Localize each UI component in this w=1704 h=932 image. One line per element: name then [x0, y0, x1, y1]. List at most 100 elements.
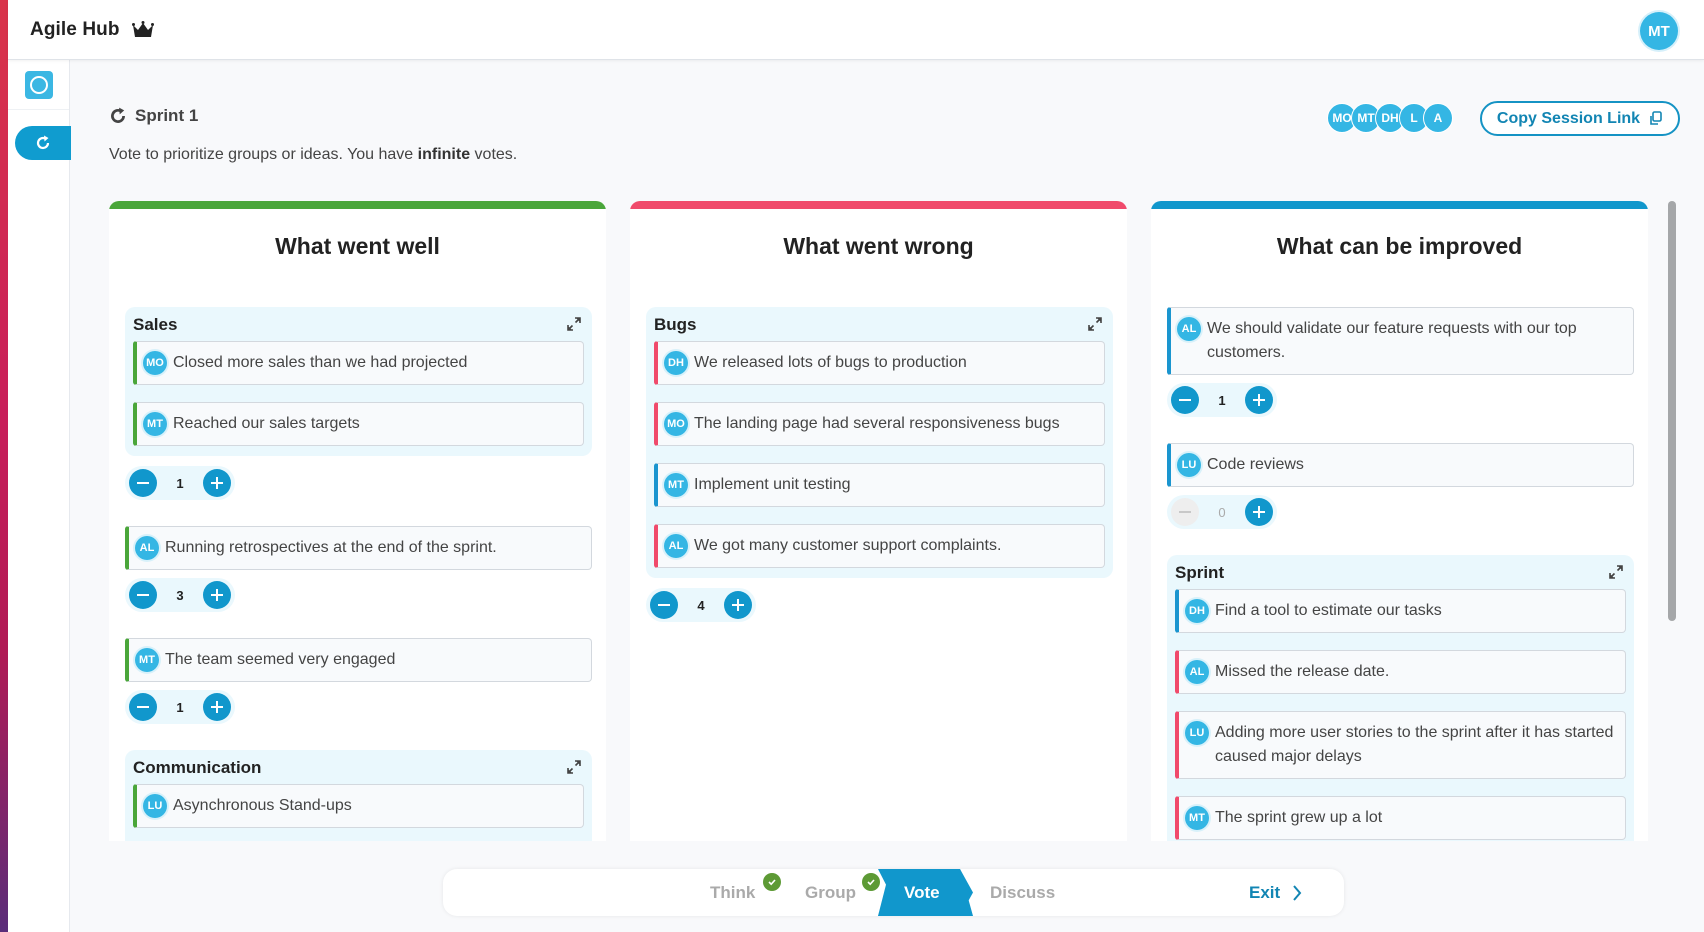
idea-text: Missed the release date. [1215, 663, 1390, 680]
author-avatar: AL [135, 536, 159, 560]
idea-card[interactable]: AL Missed the release date. [1175, 650, 1626, 694]
column-color-bar [1151, 201, 1648, 209]
column-title: What went wrong [783, 233, 974, 259]
idea-card[interactable]: AL Running retrospectives at the end of … [125, 526, 592, 570]
idea-text: Adding more user stories to the sprint a… [1215, 724, 1614, 765]
sidebar-item-retro[interactable] [15, 126, 71, 160]
chevron-right-icon [1293, 884, 1302, 901]
copy-session-link-button[interactable]: Copy Session Link [1480, 101, 1680, 136]
check-icon [862, 873, 880, 891]
remove-vote-button[interactable] [1171, 386, 1199, 414]
add-vote-button[interactable] [1245, 386, 1273, 414]
vote-stepper: 1 [1167, 383, 1277, 417]
author-avatar: AL [664, 534, 688, 558]
expand-icon[interactable] [1608, 564, 1624, 580]
author-avatar: LU [1177, 453, 1201, 477]
group-bugs[interactable]: Bugs DH We released lots of bugs to prod… [646, 307, 1113, 578]
step-vote[interactable]: Vote [904, 869, 940, 916]
idea-card[interactable]: MT The sprint grew up a lot [1175, 796, 1626, 840]
minus-icon [1179, 511, 1191, 513]
idea-card[interactable]: MT Reached our sales targets [133, 402, 584, 446]
add-vote-button[interactable] [203, 581, 231, 609]
idea-text: Find a tool to estimate our tasks [1215, 602, 1442, 619]
idea-text: We released lots of bugs to production [694, 354, 967, 371]
minus-icon [137, 594, 149, 596]
vote-stepper: 0 [1167, 495, 1277, 529]
app-title: Agile Hub [30, 18, 120, 40]
idea-text: The team seemed very engaged [165, 651, 396, 668]
idea-text: We got many customer support complaints. [694, 537, 1002, 554]
exit-button[interactable]: Exit [1249, 869, 1302, 916]
step-think[interactable]: Think [710, 869, 781, 916]
add-vote-button[interactable] [724, 591, 752, 619]
vote-count: 0 [1218, 504, 1226, 520]
expand-icon[interactable] [566, 759, 582, 775]
idea-text: The landing page had several responsiven… [694, 415, 1060, 432]
retro-board: What went well Sales MO Closed more sale… [109, 201, 1669, 841]
vote-stepper: 1 [125, 690, 235, 724]
active-step-background [878, 869, 973, 916]
idea-card[interactable]: MT The team seemed very engaged [125, 638, 592, 682]
remove-vote-button[interactable] [129, 693, 157, 721]
idea-card[interactable]: MO Closed more sales than we had project… [133, 341, 584, 385]
board-scrollbar[interactable] [1668, 201, 1676, 621]
session-title: Sprint 1 [109, 106, 198, 126]
author-avatar: AL [1177, 317, 1201, 341]
column-title: What can be improved [1276, 233, 1523, 259]
remove-vote-button[interactable] [650, 591, 678, 619]
group-sprint[interactable]: Sprint DH Find a tool to estimate our ta… [1167, 555, 1634, 841]
idea-card[interactable]: LU Code reviews [1167, 443, 1634, 487]
idea-text: Reached our sales targets [173, 415, 360, 432]
group-title: Bugs [654, 315, 697, 334]
step-discuss[interactable]: Discuss [990, 869, 1055, 916]
add-vote-button[interactable] [1245, 498, 1273, 526]
add-vote-button[interactable] [203, 469, 231, 497]
vote-count: 1 [176, 475, 184, 491]
group-title: Sprint [1175, 563, 1225, 582]
refresh-icon [36, 135, 50, 150]
group-communication[interactable]: Communication LU Asynchronous Stand-ups … [125, 750, 592, 841]
idea-card[interactable]: DH Find a tool to estimate our tasks [1175, 589, 1626, 633]
idea-text: Closed more sales than we had projected [173, 354, 468, 371]
idea-card[interactable]: MO The landing page had several responsi… [654, 402, 1105, 446]
top-bar: Agile Hub MT [8, 0, 1704, 60]
idea-text: We should validate our feature requests … [1207, 320, 1577, 361]
author-avatar: AL [1185, 660, 1209, 684]
idea-card[interactable]: MT Implement unit testing [654, 463, 1105, 507]
participant-avatar[interactable]: DH [1375, 103, 1405, 133]
idea-text: Code reviews [1207, 456, 1304, 473]
author-avatar: DH [664, 351, 688, 375]
vote-count: 1 [1218, 392, 1226, 408]
expand-icon[interactable] [566, 316, 582, 332]
add-vote-button[interactable] [203, 693, 231, 721]
remove-vote-button[interactable] [129, 581, 157, 609]
column-title: What went well [275, 233, 440, 259]
vote-count: 3 [176, 587, 184, 603]
author-avatar: LU [143, 794, 167, 818]
idea-text: Implement unit testing [694, 476, 851, 493]
step-label: Think [710, 882, 756, 902]
idea-card[interactable]: DH We released lots of bugs to productio… [654, 341, 1105, 385]
step-group[interactable]: Group [805, 869, 880, 916]
step-label: Discuss [990, 882, 1056, 902]
expand-icon[interactable] [1087, 316, 1103, 332]
user-avatar[interactable]: MT [1640, 12, 1678, 50]
column-what-went-wrong: What went wrong Bugs DH We released lots… [630, 201, 1127, 841]
column-what-went-well: What went well Sales MO Closed more sale… [109, 201, 606, 841]
step-label: Vote [904, 882, 940, 902]
minus-icon [137, 482, 149, 484]
remove-vote-button[interactable] [1171, 498, 1199, 526]
idea-card[interactable]: LU Adding more user stories to the sprin… [1175, 711, 1626, 779]
idea-card[interactable]: LU Asynchronous Stand-ups [133, 784, 584, 828]
remove-vote-button[interactable] [129, 469, 157, 497]
vote-stepper: 1 [125, 466, 235, 500]
main-content: Sprint 1 Vote to prioritize groups or id… [70, 60, 1704, 932]
idea-card[interactable]: AL We got many customer support complain… [654, 524, 1105, 568]
group-sales[interactable]: Sales MO Closed more sales than we had p… [125, 307, 592, 456]
idea-card[interactable]: AL We should validate our feature reques… [1167, 307, 1634, 375]
column-color-bar [109, 201, 606, 209]
sidebar-home-button[interactable] [24, 70, 53, 99]
participant-avatar[interactable]: A [1423, 103, 1453, 133]
instructions-bold: infinite [417, 146, 471, 163]
plus-icon [1253, 506, 1265, 518]
